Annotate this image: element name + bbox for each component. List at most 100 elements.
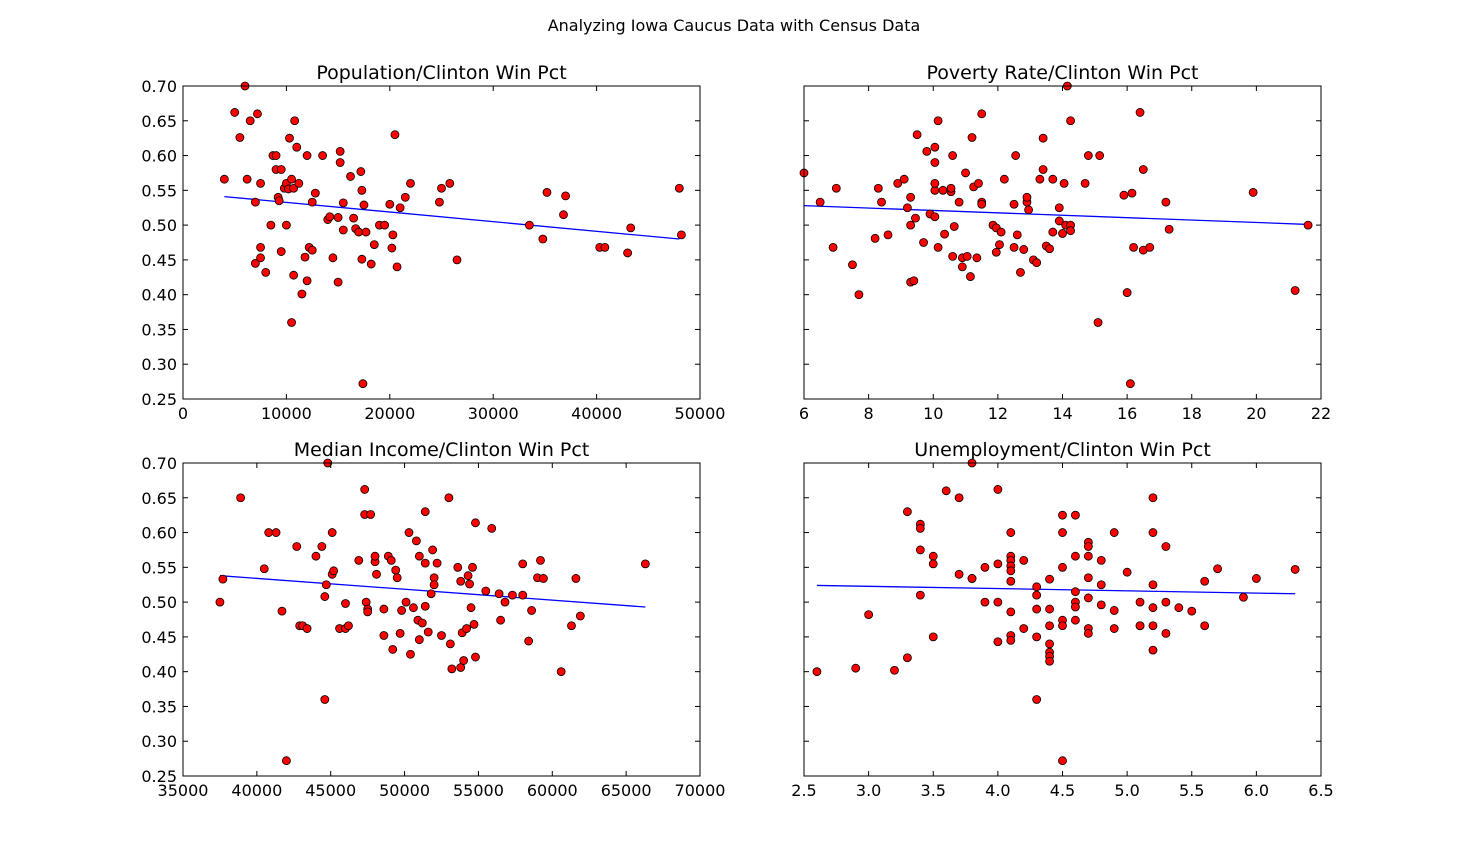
data-point xyxy=(1109,606,1119,615)
data-point xyxy=(335,158,345,167)
y-tick-label: 0.45 xyxy=(141,628,177,647)
x-tick-label: 5.0 xyxy=(1114,781,1139,800)
data-point xyxy=(432,558,442,568)
data-point xyxy=(877,197,886,207)
data-point xyxy=(954,569,964,579)
data-point xyxy=(977,109,987,119)
data-point xyxy=(1148,580,1158,590)
data-point xyxy=(864,610,874,620)
data-point xyxy=(500,597,510,607)
data-point xyxy=(1011,151,1021,160)
data-point xyxy=(250,197,260,207)
data-point xyxy=(235,133,245,142)
data-point xyxy=(1006,528,1016,537)
data-point xyxy=(417,618,427,628)
y-tick-label: 0.55 xyxy=(141,558,177,577)
data-point xyxy=(1095,151,1105,160)
data-point xyxy=(397,606,407,615)
x-tick-label: 20 xyxy=(1246,404,1266,423)
data-point xyxy=(465,579,474,589)
data-point xyxy=(388,230,398,240)
data-point xyxy=(406,178,415,188)
data-point xyxy=(938,185,948,195)
data-point xyxy=(256,253,265,263)
data-point xyxy=(420,558,430,568)
subplot-title: Median Income/Clinton Win Pct xyxy=(294,439,590,461)
data-point xyxy=(948,151,958,160)
data-point xyxy=(414,635,424,645)
data-point xyxy=(1174,603,1184,613)
x-tick-label: 0 xyxy=(178,404,188,423)
data-point xyxy=(1045,604,1054,614)
data-point xyxy=(481,586,491,596)
data-point xyxy=(524,636,534,646)
data-point xyxy=(915,523,925,533)
data-point xyxy=(1093,318,1103,327)
y-tick-label: 0.70 xyxy=(141,454,177,473)
data-point xyxy=(508,590,517,600)
y-tick-label: 0.70 xyxy=(141,77,177,96)
data-point xyxy=(1083,573,1093,583)
data-point xyxy=(851,663,861,673)
x-tick-label: 40000 xyxy=(571,404,622,423)
data-point xyxy=(903,507,912,517)
data-point xyxy=(980,562,990,572)
data-point xyxy=(518,590,528,600)
axes-frame xyxy=(182,85,701,400)
data-point xyxy=(1009,242,1019,252)
data-point xyxy=(906,192,916,202)
data-point xyxy=(276,247,286,256)
data-point xyxy=(922,146,932,156)
y-tick-label: 0.45 xyxy=(141,251,177,270)
x-tick-label: 70000 xyxy=(675,781,726,800)
x-tick-label: 45000 xyxy=(305,781,356,800)
data-point xyxy=(928,632,938,642)
data-point xyxy=(349,213,359,223)
data-point xyxy=(946,183,956,193)
data-point xyxy=(338,225,348,235)
data-point xyxy=(344,621,353,631)
data-point xyxy=(854,290,864,300)
data-point xyxy=(387,243,397,253)
data-point xyxy=(1080,178,1090,188)
data-point xyxy=(1019,245,1029,254)
data-point xyxy=(325,212,335,222)
x-tick-label: 35000 xyxy=(158,781,209,800)
data-point xyxy=(379,604,389,614)
data-point xyxy=(261,268,271,277)
x-tick-label: 65000 xyxy=(601,781,652,800)
trend-line xyxy=(803,204,1309,226)
data-point xyxy=(1032,258,1042,268)
data-point xyxy=(906,220,916,230)
data-point xyxy=(292,142,302,152)
data-point xyxy=(1083,151,1093,160)
data-point xyxy=(536,555,545,565)
data-point xyxy=(1290,565,1300,574)
data-point xyxy=(1127,188,1137,198)
data-point xyxy=(370,551,380,561)
y-tick-label: 0.40 xyxy=(141,286,177,305)
data-point xyxy=(993,559,1003,569)
data-point xyxy=(1148,621,1158,631)
data-point xyxy=(883,230,893,240)
data-point xyxy=(1290,286,1300,295)
data-point xyxy=(1048,174,1058,184)
data-point xyxy=(831,183,841,193)
data-point xyxy=(941,486,951,496)
data-point xyxy=(318,151,327,160)
x-tick-label: 6 xyxy=(799,404,809,423)
data-point xyxy=(411,536,421,546)
data-point xyxy=(1083,542,1093,551)
x-tick-label: 50000 xyxy=(379,781,430,800)
data-point xyxy=(1024,205,1033,215)
y-tick-label: 0.30 xyxy=(141,355,177,374)
data-point xyxy=(893,178,903,188)
data-point xyxy=(1045,244,1054,254)
data-point xyxy=(463,571,473,581)
data-point xyxy=(676,230,686,240)
data-point xyxy=(385,199,395,209)
data-point xyxy=(1187,606,1197,616)
data-point xyxy=(354,227,364,237)
data-point xyxy=(1083,629,1093,638)
x-tick-label: 40000 xyxy=(231,781,282,800)
